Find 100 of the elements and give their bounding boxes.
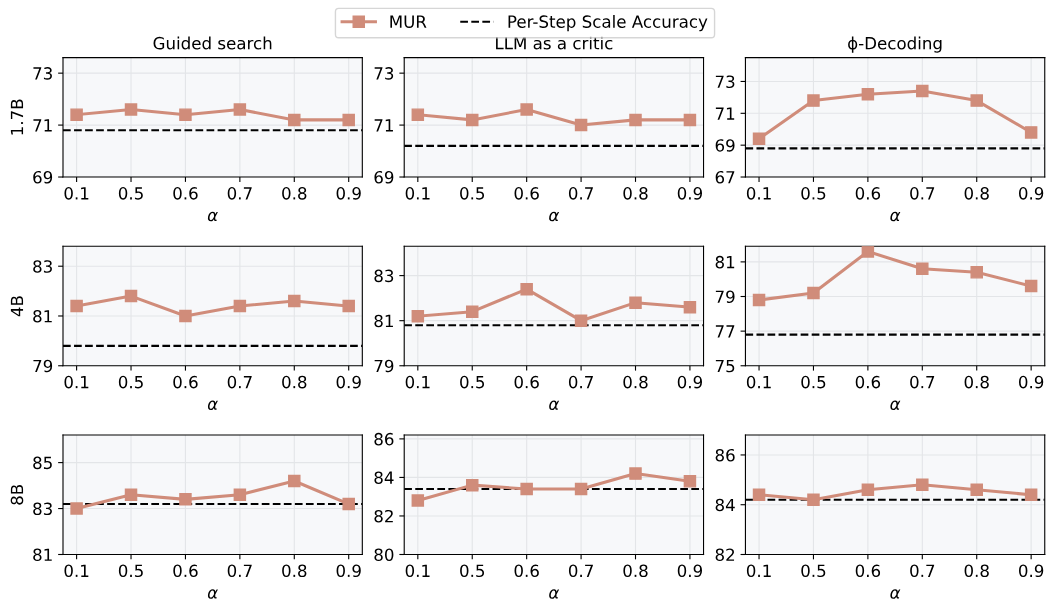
x-tick-label: 0.8 <box>623 564 648 578</box>
x-tick-label: 0.7 <box>568 187 593 200</box>
y-tick-label: 84 <box>374 471 394 484</box>
chart-title: ϕ-Decoding <box>848 36 942 53</box>
point <box>288 474 301 488</box>
point <box>233 299 247 313</box>
legend-label: Per-Step Scale Accuracy <box>508 15 708 32</box>
point <box>233 488 247 502</box>
y-axis-title: 4B <box>10 296 24 317</box>
point <box>465 478 479 492</box>
x-tick-label: 0.5 <box>118 564 143 578</box>
point <box>916 84 929 98</box>
x-tick-label: 0.5 <box>460 187 485 200</box>
x-tick-label: 0.1 <box>405 375 430 389</box>
point <box>124 103 138 116</box>
x-tick-label: 0.9 <box>336 375 361 389</box>
y-tick-label: 67 <box>715 170 735 184</box>
point <box>288 294 301 308</box>
point <box>411 494 425 507</box>
point <box>124 289 138 303</box>
point <box>574 118 588 132</box>
point <box>574 482 588 496</box>
point <box>752 293 766 307</box>
chart-title: Guided search <box>153 36 272 50</box>
x-tick-label: 0.9 <box>677 564 703 578</box>
y-tick-label: 79 <box>374 359 394 373</box>
x-tick-label: 0.6 <box>173 375 198 389</box>
x-axis-title: α <box>549 400 560 411</box>
point <box>124 488 138 502</box>
y-tick-label: 77 <box>715 325 735 338</box>
point <box>520 482 533 496</box>
x-tick-label: 0.5 <box>460 564 485 578</box>
y-tick-label: 79 <box>33 359 53 373</box>
point <box>807 286 820 300</box>
x-tick-label: 0.7 <box>910 564 935 578</box>
x-tick-label: 0.6 <box>514 187 539 200</box>
x-tick-label: 0.1 <box>746 375 771 389</box>
x-tick-label: 0.6 <box>514 375 539 389</box>
y-axis-title: 8B <box>10 484 24 505</box>
x-tick-label: 0.1 <box>64 564 89 578</box>
x-tick-label: 0.7 <box>227 375 252 389</box>
point <box>342 497 355 511</box>
x-tick-label: 0.9 <box>1018 564 1044 578</box>
x-tick-label: 0.5 <box>801 375 826 389</box>
x-tick-label: 0.5 <box>460 375 485 389</box>
point <box>70 299 83 313</box>
y-tick-label: 81 <box>715 255 735 269</box>
y-tick-label: 86 <box>374 432 394 446</box>
x-tick-label: 0.1 <box>746 187 771 200</box>
y-tick-label: 69 <box>374 170 394 184</box>
point <box>752 132 766 146</box>
y-tick-label: 80 <box>374 548 394 562</box>
y-tick-label: 73 <box>33 67 52 80</box>
x-tick-label: 0.7 <box>568 375 593 389</box>
x-tick-label: 0.7 <box>568 564 593 578</box>
point <box>342 299 355 313</box>
point <box>1024 126 1038 139</box>
x-tick-label: 0.8 <box>282 375 307 389</box>
y-tick-label: 85 <box>33 456 52 470</box>
y-tick-label: 75 <box>715 359 735 373</box>
point <box>179 309 192 323</box>
x-tick-label: 0.6 <box>173 187 198 200</box>
point <box>807 493 820 506</box>
y-tick-label: 84 <box>715 498 735 512</box>
y-tick-label: 73 <box>374 67 394 80</box>
point <box>970 483 983 497</box>
x-tick-label: 0.5 <box>801 187 826 200</box>
x-tick-label: 0.8 <box>964 187 989 200</box>
x-tick-label: 0.9 <box>336 187 361 200</box>
point <box>520 282 533 296</box>
x-tick-label: 0.9 <box>677 187 703 200</box>
point <box>970 94 983 107</box>
point <box>970 266 983 279</box>
x-tick-label: 0.1 <box>64 187 89 200</box>
point <box>861 87 875 101</box>
x-axis-title: α <box>207 211 218 222</box>
point <box>916 262 929 276</box>
point <box>683 300 697 314</box>
legend-label: MUR <box>390 15 427 28</box>
x-tick-label: 0.1 <box>64 375 89 389</box>
x-tick-label: 0.9 <box>1018 375 1044 389</box>
y-tick-label: 82 <box>715 548 735 562</box>
y-tick-label: 73 <box>715 75 735 89</box>
point <box>861 246 875 258</box>
x-tick-label: 0.7 <box>910 375 935 389</box>
point <box>465 305 479 318</box>
point <box>683 113 697 127</box>
x-tick-label: 0.8 <box>623 187 648 200</box>
y-tick-label: 81 <box>374 314 393 328</box>
x-tick-label: 0.1 <box>405 564 430 578</box>
x-tick-label: 0.1 <box>746 564 771 578</box>
y-tick-label: 82 <box>374 509 393 523</box>
point <box>342 113 355 127</box>
point <box>629 467 642 480</box>
x-axis-title: α <box>207 589 218 599</box>
x-tick-label: 0.8 <box>623 375 648 389</box>
x-tick-label: 0.5 <box>118 187 143 200</box>
y-tick-label: 83 <box>33 260 52 273</box>
point <box>861 483 875 497</box>
x-tick-label: 0.8 <box>282 564 307 578</box>
